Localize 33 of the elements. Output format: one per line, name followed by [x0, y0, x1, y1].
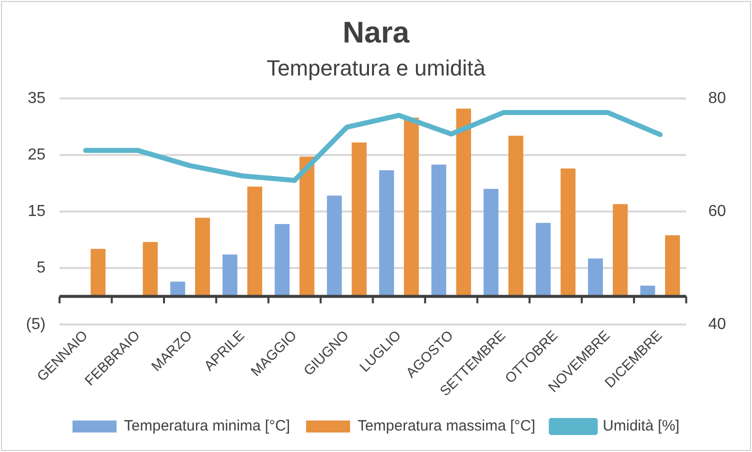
bar [588, 258, 603, 296]
bar [665, 235, 680, 296]
bar [484, 188, 498, 296]
chart-title: Nara [342, 16, 410, 50]
chart-subtitle: Temperatura e umidità [266, 55, 486, 80]
y2-tick-label: 80 [708, 90, 726, 107]
bar [247, 186, 262, 296]
legend-label: Temperatura massima [°C] [358, 418, 536, 435]
y-tick-label: 35 [28, 90, 46, 107]
bar [300, 156, 314, 296]
bar [274, 224, 290, 296]
y-tick-label: 25 [28, 146, 46, 164]
y-tick-label: (5) [26, 316, 46, 334]
legend-label: Umidità [%] [602, 418, 680, 435]
y-tick-label: 5 [36, 259, 46, 276]
legend-label: Temperatura minima [°C] [124, 418, 290, 435]
y2-tick-label: 60 [708, 202, 726, 220]
bar [222, 254, 238, 296]
bar [560, 168, 576, 296]
bar [431, 164, 446, 296]
bar [142, 242, 158, 296]
bar [612, 204, 628, 296]
y2-tick-label: 40 [708, 316, 726, 334]
bar [536, 222, 551, 296]
bar [90, 248, 106, 296]
bar [352, 142, 367, 296]
bar [456, 108, 472, 296]
bar [379, 170, 394, 296]
bar [195, 218, 210, 296]
y-tick-label: 15 [28, 202, 46, 220]
bar [326, 196, 342, 296]
bar [404, 118, 419, 296]
bar [508, 136, 524, 296]
